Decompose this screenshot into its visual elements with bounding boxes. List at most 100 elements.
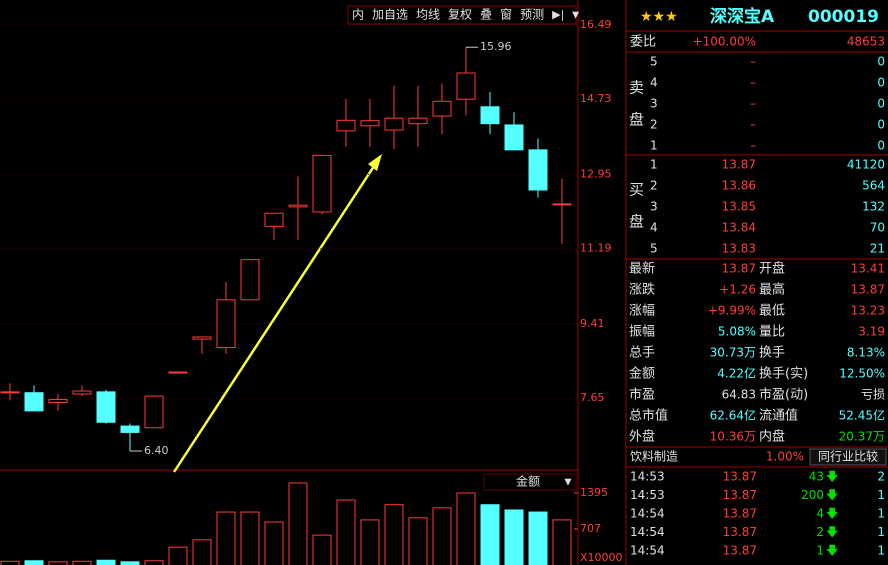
tick-arrow: 🡇 [826, 470, 838, 484]
level-volume: 0 [877, 55, 885, 69]
level-volume: 0 [877, 139, 885, 153]
volume-bar [120, 561, 140, 565]
side-label: 盘 [629, 111, 644, 129]
level-volume: 564 [862, 179, 885, 193]
candle-body [552, 203, 572, 206]
candle-body [216, 299, 236, 349]
level: 1 [650, 158, 658, 172]
tick-volume: 1 [816, 544, 824, 558]
stat-label: 金额 [629, 366, 655, 382]
candle-body [72, 390, 92, 395]
tick-price: 13.87 [723, 525, 757, 539]
toolbar-button[interactable]: 内 [352, 8, 364, 22]
toolbar-icon[interactable]: ▶| [552, 8, 564, 21]
stat-label: 外盘 [629, 429, 655, 445]
stat-value: 13.23 [851, 304, 885, 318]
stat-value: 5.08% [718, 325, 756, 339]
toolbar-icon[interactable]: ▼ [572, 11, 579, 21]
indicator-label[interactable]: 金额 [516, 474, 540, 489]
volume-bar [360, 519, 380, 565]
volume-bar [408, 517, 428, 565]
stat-label: 量比 [759, 325, 785, 340]
volume-bar [216, 511, 236, 565]
toolbar-button[interactable]: 复权 [448, 8, 472, 22]
industry: 饮料制造 [630, 450, 678, 464]
tick-arrow: 🡇 [826, 507, 838, 521]
tick-price: 13.87 [723, 544, 757, 558]
volume-bar [0, 560, 20, 565]
volume-bar [336, 499, 356, 565]
stock-code: 000019 [808, 7, 879, 27]
stat-label: 最新 [629, 261, 655, 277]
volume-bar [192, 539, 212, 565]
volume-bar [312, 534, 332, 565]
candle-body [336, 119, 356, 132]
stat-value: 64.83 [722, 388, 756, 402]
stat-label: 流通值 [759, 408, 798, 424]
toolbar-button[interactable]: 叠 [480, 8, 492, 22]
candle-body [432, 100, 452, 117]
compare-button[interactable] [809, 448, 887, 466]
candle-body [240, 259, 260, 301]
stat-value: 4.22亿 [717, 366, 756, 381]
tick-count: 1 [877, 525, 885, 539]
stat-value: 52.45亿 [839, 408, 885, 423]
candle-body [264, 212, 284, 227]
price-tick-label: 12.95 [580, 167, 612, 180]
level: 1 [650, 139, 658, 153]
tick-volume: 2 [816, 525, 824, 539]
volume-bar [144, 560, 164, 565]
volume-bar [528, 511, 548, 565]
toolbar-frame [347, 5, 577, 25]
level-volume: 41120 [847, 158, 885, 172]
stat-label: 最高 [759, 282, 785, 298]
stars: ★★★ [640, 9, 678, 25]
volume-bar [168, 546, 188, 565]
level-price: 13.83 [722, 242, 756, 256]
toolbar-button[interactable]: 均线 [416, 8, 440, 22]
tick-price: 13.87 [723, 507, 757, 521]
tick-time: 14:54 [630, 544, 665, 558]
candle-body [24, 392, 44, 412]
stat-value: 20.37万 [839, 430, 885, 444]
toolbar-button[interactable]: 加自选 [372, 8, 408, 22]
level-volume: 0 [877, 76, 885, 90]
candle-body [480, 106, 500, 125]
compare-label[interactable]: 同行业比较 [818, 449, 878, 464]
volume-bar [72, 560, 92, 565]
volume-bar [288, 482, 308, 565]
stat-value: 3.19 [858, 325, 885, 339]
side-label: 买 [629, 181, 644, 199]
toolbar-button[interactable]: 窗 [500, 8, 512, 22]
volume-bar [240, 511, 260, 565]
stock-name: 深深宝A [710, 6, 775, 27]
indicator-box[interactable] [483, 473, 577, 491]
industry-change: 1.00% [766, 450, 804, 464]
candle-body [504, 124, 524, 151]
level: 5 [650, 242, 658, 256]
volume-bar [504, 509, 524, 565]
stat-label: 换手 [759, 346, 785, 361]
toolbar-button[interactable]: 预测 [520, 8, 544, 22]
level: 2 [650, 118, 658, 132]
level-price: – [750, 118, 756, 132]
level-price: – [750, 139, 756, 153]
candle-body [408, 117, 428, 125]
stat-label: 总手 [629, 346, 655, 361]
level-price: 13.87 [722, 158, 756, 172]
level-volume: 0 [877, 118, 885, 132]
level: 2 [650, 179, 658, 193]
dropdown[interactable]: ▼ [565, 478, 572, 488]
ratio-volume: 48653 [847, 35, 885, 49]
candle-body [96, 391, 116, 423]
volume-tick-label: 707 [580, 522, 601, 535]
level-price: 13.86 [722, 179, 756, 193]
level: 5 [650, 55, 658, 69]
candle-body [360, 120, 380, 127]
volume-tick-label: 1395 [580, 486, 608, 499]
stat-value: 8.13% [847, 346, 885, 360]
min-label: 6.40 [144, 444, 169, 457]
stat-value: 13.87 [851, 283, 885, 297]
